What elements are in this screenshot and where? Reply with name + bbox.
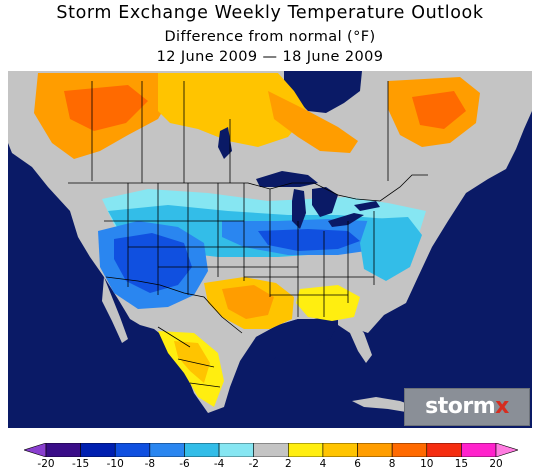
legend-bin <box>184 443 220 457</box>
legend-tick-label: 2 <box>284 458 292 470</box>
legend-bin <box>288 443 324 457</box>
legend-tick-label: 20 <box>489 458 503 470</box>
legend-bin <box>461 443 497 457</box>
region-east-coast-cool <box>360 217 422 281</box>
us-mexico-border <box>105 276 243 334</box>
legend-bin <box>322 443 358 457</box>
legend-tick-label: 6 <box>354 458 361 470</box>
legend-tick-label: -6 <box>179 458 190 470</box>
legend-tick-label: -4 <box>213 458 225 470</box>
region-ontario-warm <box>268 91 358 153</box>
legend-tick-label: 8 <box>388 458 396 470</box>
us-state-lines <box>104 183 375 317</box>
legend-colorbar <box>24 443 518 457</box>
legend-tick-labels: -20 -15 -10 -8 -6 -4 -2 2 4 6 8 10 15 20 <box>0 458 540 474</box>
region-western-canada-hot <box>64 85 148 131</box>
region-eastern-canada-hot <box>412 91 466 129</box>
stormx-logo: stormx <box>404 388 530 426</box>
political-boundaries <box>68 81 428 388</box>
legend-bin <box>253 443 289 457</box>
legend-tick-label: -20 <box>37 458 55 470</box>
region-great-lakes-colder <box>258 229 360 251</box>
canada-province-lines <box>91 81 389 183</box>
legend-bin <box>80 443 116 457</box>
legend-tick-label: -10 <box>106 458 124 470</box>
legend-tick-label: -8 <box>144 458 156 470</box>
legend-bin-low-arrow <box>24 443 47 457</box>
baja-california <box>102 277 128 343</box>
legend-bin-high-arrow <box>495 443 518 457</box>
florida <box>338 317 372 363</box>
lake-ontario <box>354 201 380 211</box>
legend-bin <box>218 443 254 457</box>
map-subtitle: Difference from normal (°F) <box>164 29 376 45</box>
lake-winnipeg <box>218 127 232 159</box>
region-us-southwest-colder <box>114 233 192 293</box>
lake-erie <box>328 213 364 227</box>
legend-bin <box>149 443 185 457</box>
map-title: Storm Exchange Weekly Temperature Outloo… <box>56 3 484 23</box>
legend-tick-label: 4 <box>319 458 327 470</box>
temperature-anomaly-map <box>8 71 532 428</box>
hudson-bay <box>284 71 362 113</box>
lake-michigan <box>292 189 306 229</box>
mexico-state-lines <box>157 326 221 388</box>
legend-bin <box>391 443 428 457</box>
legend-bin <box>114 443 151 457</box>
legend-bin <box>45 443 81 457</box>
region-texas-hot <box>222 285 274 319</box>
logo-accent-text: x <box>495 394 509 419</box>
date-range: 12 June 2009 — 18 June 2009 <box>156 49 384 65</box>
legend-tick-label: 15 <box>454 458 469 470</box>
legend-bin <box>357 443 393 457</box>
gulf-of-mexico <box>246 317 338 375</box>
region-southeast-warm <box>296 285 360 321</box>
region-central-canada-warm <box>158 73 308 147</box>
legend-tick-label: -15 <box>72 458 90 470</box>
legend-tick-label: -2 <box>248 458 259 470</box>
legend-tick-label: 10 <box>420 458 434 470</box>
logo-main-text: storm <box>425 394 496 419</box>
lake-huron <box>312 187 338 217</box>
legend-bin <box>426 443 462 457</box>
